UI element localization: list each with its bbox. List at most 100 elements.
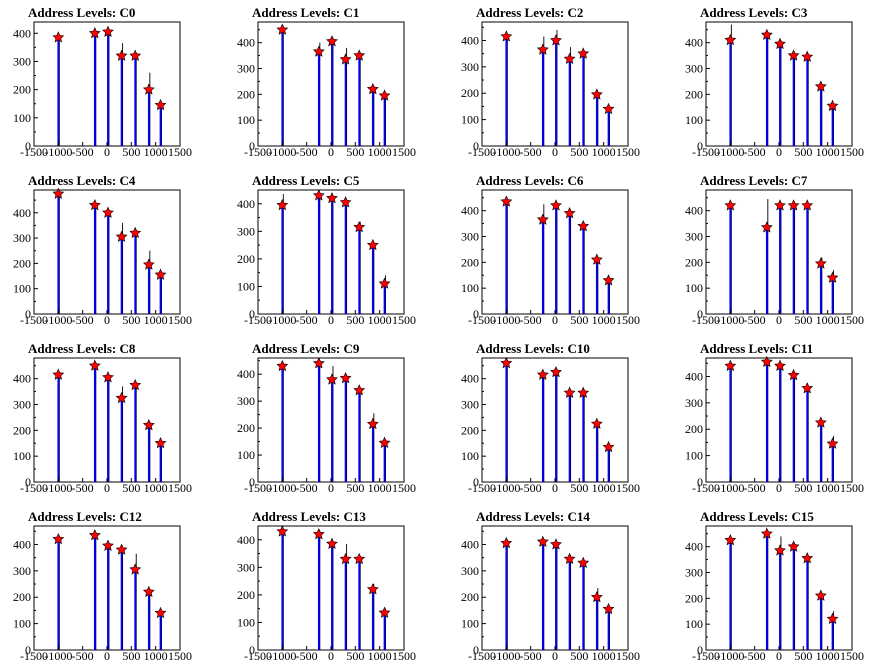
x-tick-label: 500 (794, 481, 812, 495)
histogram-panel: Address Levels: C12 0 100 200 300 400 -1500 -10… (0, 504, 224, 672)
x-tick-label: 1500 (168, 145, 192, 159)
peak-marker (339, 552, 352, 565)
x-tick-label: -500 (520, 145, 542, 159)
y-tick-label: 0 (25, 139, 31, 153)
peak-marker (801, 199, 814, 211)
y-tick-label: 200 (13, 256, 31, 270)
x-tick-label: -1000 (492, 145, 520, 159)
plot-frame (33, 189, 181, 315)
x-tick-label: -500 (72, 481, 94, 495)
peak-marker (366, 583, 379, 595)
x-tick-label: 1000 (368, 649, 392, 663)
x-tick-label: -500 (744, 145, 766, 159)
y-tick-label: 200 (685, 255, 703, 269)
peak-marker (536, 368, 549, 380)
y-tick-label: 300 (13, 564, 31, 578)
y-tick-label: 300 (237, 224, 255, 238)
x-tick-label: 500 (346, 481, 364, 495)
y-tick-label: 200 (237, 421, 255, 435)
y-tick-label: 0 (697, 139, 703, 153)
y-tick-label: 100 (685, 113, 703, 127)
peak-marker (115, 543, 128, 555)
x-tick-label: -1000 (268, 313, 296, 327)
peak-marker (563, 386, 576, 398)
y-tick-label: 200 (13, 83, 31, 97)
peak-marker (154, 437, 167, 449)
y-tick-label: 100 (685, 449, 703, 463)
peak-marker (378, 606, 391, 618)
peak-marker (826, 99, 839, 112)
y-tick-label: 300 (237, 62, 255, 76)
peak-marker (312, 189, 325, 201)
y-tick-label: 100 (13, 449, 31, 463)
peak-marker (326, 537, 338, 549)
x-tick-label: -1500 (468, 649, 496, 663)
y-tick-label: 300 (685, 566, 703, 580)
x-tick-label: 0 (552, 145, 558, 159)
peak-marker (577, 219, 590, 232)
peak-marker (826, 271, 839, 283)
peak-marker (774, 359, 786, 371)
peak-marker (787, 199, 800, 211)
y-tick-label: 400 (685, 36, 703, 50)
peak-marker (577, 556, 590, 568)
histogram-svg: Address Levels: C2 0 100 200 300 400 -1500-100… (461, 5, 640, 159)
peak-marker (801, 382, 814, 394)
histogram-panel: Address Levels: C1 0 100 200 300 400 -1500 -100… (224, 0, 448, 168)
peak-marker (142, 418, 155, 431)
x-tick-label: 500 (570, 649, 588, 663)
histogram-svg: Address Levels: C14 0 100 200 300 400 -1500-10… (461, 509, 640, 663)
x-tick-label: -500 (296, 481, 318, 495)
x-tick-label: -1500 (20, 313, 48, 327)
panel-title: Address Levels: C14 (476, 509, 590, 524)
x-tick-label: 0 (328, 313, 334, 327)
x-tick-label: 1000 (368, 313, 392, 327)
x-tick-label: 1000 (144, 649, 168, 663)
y-tick-label: 100 (237, 615, 255, 629)
peak-marker (801, 50, 814, 62)
x-tick-label: 1000 (816, 313, 840, 327)
panel-title: Address Levels: C0 (28, 5, 135, 20)
x-tick-label: 1000 (816, 145, 840, 159)
x-tick-label: 1500 (616, 145, 640, 159)
peak-marker (801, 552, 814, 564)
y-tick-label: 100 (461, 281, 479, 295)
peak-marker (563, 552, 576, 565)
panel-title: Address Levels: C15 (700, 509, 814, 524)
x-tick-label: -1000 (716, 481, 744, 495)
peak-marker (724, 359, 737, 371)
peak-marker (129, 226, 142, 239)
x-tick-label: -1500 (244, 313, 272, 327)
histogram-svg: Address Levels: C5 0 100 200 300 400 -1500-100… (237, 173, 416, 327)
x-tick-label: -1000 (268, 649, 296, 663)
y-tick-label: 200 (237, 87, 255, 101)
peak-marker (88, 27, 101, 39)
y-tick-label: 100 (685, 281, 703, 295)
x-tick-label: -1500 (244, 481, 272, 495)
x-tick-label: -1000 (716, 313, 744, 327)
peak-marker (826, 612, 839, 625)
peak-marker (550, 34, 562, 46)
x-tick-label: 1500 (168, 313, 192, 327)
x-tick-label: 500 (122, 649, 140, 663)
histogram-svg: Address Levels: C1 0 100 200 300 400 -1500-100… (237, 5, 416, 159)
panel-title: Address Levels: C9 (252, 341, 360, 356)
x-tick-label: 0 (104, 481, 110, 495)
x-tick-label: -1500 (692, 145, 720, 159)
histogram-panel: Address Levels: C11 0 100 200 300 400 -1500 -10… (672, 336, 896, 504)
panel-title: Address Levels: C11 (700, 341, 813, 356)
peak-marker (129, 49, 142, 61)
peak-marker (88, 528, 101, 541)
y-tick-label: 200 (685, 87, 703, 101)
y-tick-label: 0 (697, 643, 703, 657)
x-tick-label: -500 (744, 481, 766, 495)
peak-marker (326, 35, 338, 47)
peak-marker (154, 98, 167, 111)
y-tick-label: 0 (249, 475, 255, 489)
x-tick-label: 1500 (840, 649, 864, 663)
histogram-svg: Address Levels: C13 0 100 200 300 400 -1500-10… (237, 509, 416, 663)
plot-frame (705, 525, 853, 651)
peak-marker (312, 357, 325, 369)
histogram-svg: Address Levels: C6 0 100 200 300 400 -1500-100… (461, 173, 640, 327)
y-tick-label: 100 (237, 113, 255, 127)
